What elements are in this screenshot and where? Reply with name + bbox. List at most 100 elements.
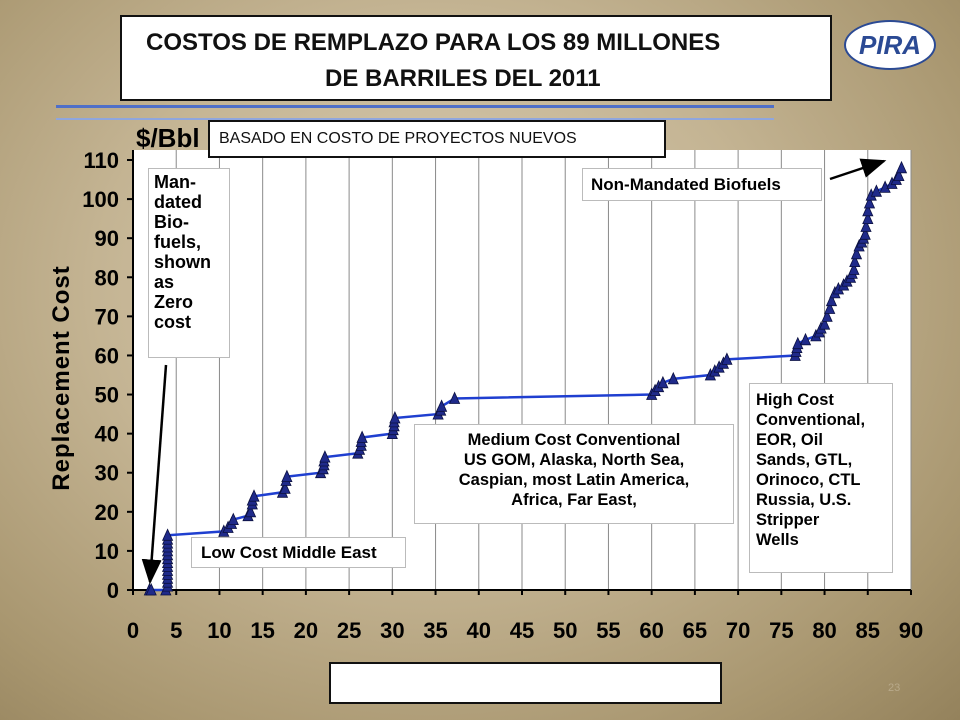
- data-point: [145, 583, 157, 596]
- y-tick-label: 30: [95, 461, 119, 486]
- data-point: [863, 196, 876, 209]
- header-rule: [56, 105, 774, 108]
- data-point: [244, 504, 257, 518]
- slide-title-line2: DE BARRILES DEL 2011: [325, 65, 601, 92]
- data-point: [824, 301, 836, 314]
- x-tick-label: 20: [294, 618, 318, 643]
- y-unit-label: $/Bbl: [136, 123, 200, 153]
- y-tick-label: 60: [95, 343, 119, 368]
- data-point: [895, 160, 908, 174]
- x-tick-label: 50: [553, 618, 577, 643]
- x-tick-label: 80: [812, 618, 836, 643]
- annotation-high-cost: High Cost Conventional, EOR, Oil Sands, …: [749, 383, 893, 573]
- data-point: [870, 184, 883, 197]
- x-tick-label: 90: [899, 618, 923, 643]
- data-point: [279, 481, 291, 494]
- y-tick-label: 0: [107, 578, 119, 603]
- annotation-line: Stripper: [756, 511, 820, 529]
- y-tick-label: 110: [84, 148, 120, 173]
- y-tick-label: 40: [95, 422, 119, 447]
- x-tick-label: 55: [596, 618, 620, 643]
- data-point: [657, 375, 669, 389]
- y-tick-label: 90: [95, 226, 119, 251]
- x-tick-label: 85: [856, 618, 880, 643]
- annotation-line: shown: [154, 252, 211, 272]
- annotation-line: Man-: [154, 172, 196, 192]
- y-axis-label: Replacement Cost: [48, 265, 75, 491]
- data-point: [389, 411, 401, 424]
- x-tick-label: 75: [769, 618, 793, 643]
- annotation-line: fuels,: [154, 232, 202, 252]
- x-tick-label: 5: [170, 618, 182, 643]
- data-point: [821, 309, 833, 322]
- y-tick-label: 80: [95, 265, 119, 290]
- annotation-non-mandated-biofuels: Non-Mandated Biofuels: [582, 168, 822, 201]
- annotation-line: Russia, U.S.: [756, 491, 852, 509]
- data-point: [435, 399, 448, 412]
- x-tick-label: 45: [510, 618, 534, 643]
- data-point: [227, 512, 239, 525]
- subtitle-box: BASADO EN COSTO DE PROYECTOS NUEVOS: [208, 120, 666, 158]
- annotation-line: Non-Mandated Biofuels: [591, 175, 781, 194]
- data-point: [849, 254, 861, 268]
- pira-logo: PIRA: [844, 20, 936, 70]
- data-point: [818, 317, 831, 330]
- page-number: 23: [888, 682, 901, 694]
- header-rule-thin: [56, 118, 774, 120]
- annotation-line: US GOM, Alaska, North Sea,: [463, 451, 685, 469]
- annotation-line: Africa, Far East,: [511, 491, 637, 509]
- y-tick-label: 70: [95, 304, 119, 329]
- data-point: [850, 246, 863, 260]
- x-tick-label: 15: [250, 618, 274, 643]
- data-point: [721, 352, 733, 365]
- annotation-line: Bio-: [154, 212, 189, 232]
- annotation-line: Sands, GTL,: [756, 451, 853, 469]
- y-tick-label: 10: [95, 539, 119, 564]
- data-point: [893, 168, 905, 182]
- data-point: [799, 332, 812, 346]
- data-point: [862, 211, 874, 225]
- annotation-line: cost: [154, 312, 192, 332]
- data-point: [161, 528, 174, 541]
- annotation-line: Medium Cost Conventional: [467, 431, 681, 449]
- x-tick-label: 40: [467, 618, 491, 643]
- data-point: [862, 203, 874, 217]
- data-point: [859, 227, 871, 240]
- annotation-mandated-biofuels: Man- dated Bio- fuels, shown as Zero cos…: [148, 168, 230, 358]
- data-point: [319, 450, 331, 463]
- data-point: [248, 489, 260, 502]
- annotation-line: dated: [154, 192, 203, 212]
- data-point: [356, 430, 368, 443]
- arrow-to-biofuels: [829, 158, 887, 181]
- title-box: COSTOS DE REMPLAZO PARA LOS 89 MILLONES …: [120, 15, 832, 101]
- data-point: [792, 336, 804, 350]
- arrow-to-zero-cost: [141, 364, 168, 585]
- x-tick-label: 30: [380, 618, 404, 643]
- annotation-line: High Cost: [756, 391, 834, 409]
- annotation-low-cost: Low Cost Middle East: [191, 537, 406, 568]
- x-tick-label: 65: [683, 618, 707, 643]
- x-tick-label: 60: [639, 618, 663, 643]
- x-tick-label: 35: [423, 618, 447, 643]
- x-tick-label: 10: [207, 618, 231, 643]
- annotation-line: EOR, Oil: [756, 431, 823, 449]
- y-tick-label: 100: [82, 187, 119, 212]
- x-tick-label: 0: [127, 618, 139, 643]
- annotation-line: Conventional,: [756, 411, 866, 429]
- annotation-line: Zero: [154, 292, 194, 312]
- slide-title-line1: COSTOS DE REMPLAZO PARA LOS 89 MILLONES: [146, 29, 721, 56]
- y-tick-label: 20: [95, 500, 119, 525]
- data-point: [281, 469, 293, 483]
- data-point: [825, 293, 838, 307]
- annotation-line: Caspian, most Latin America,: [458, 471, 690, 489]
- annotation-line: as: [154, 272, 175, 292]
- x-tick-label: 70: [726, 618, 750, 643]
- annotation-line: Wells: [756, 531, 799, 549]
- data-point: [848, 262, 860, 275]
- y-tick-label: 50: [95, 383, 119, 408]
- data-point: [860, 219, 872, 232]
- annotation-line: Low Cost Middle East: [201, 543, 377, 562]
- annotation-medium-cost: Medium Cost Conventional US GOM, Alaska,…: [414, 424, 734, 524]
- annotation-line: Orinoco, CTL: [756, 471, 861, 489]
